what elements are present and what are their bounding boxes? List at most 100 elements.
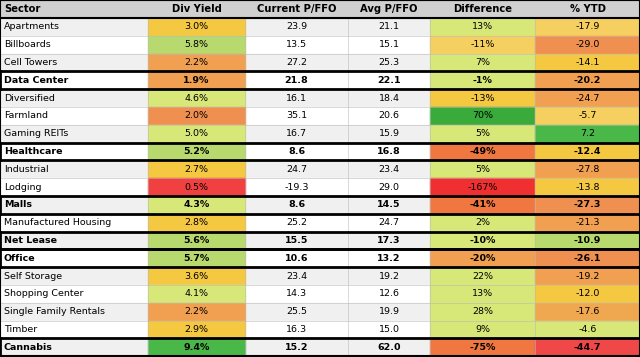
Text: 24.7: 24.7 bbox=[286, 165, 307, 174]
Bar bbox=[430, 125, 535, 142]
Text: 29.0: 29.0 bbox=[378, 182, 399, 192]
Bar bbox=[535, 214, 640, 232]
Text: Shopping Center: Shopping Center bbox=[4, 290, 83, 298]
Text: 24.7: 24.7 bbox=[378, 218, 399, 227]
Text: 5%: 5% bbox=[475, 165, 490, 174]
Text: -19.2: -19.2 bbox=[575, 272, 600, 281]
Text: 7.2: 7.2 bbox=[580, 129, 595, 138]
Text: Difference: Difference bbox=[453, 4, 512, 14]
Bar bbox=[430, 267, 535, 285]
Bar bbox=[0, 338, 640, 356]
Text: -20%: -20% bbox=[469, 254, 496, 263]
Text: 2.2%: 2.2% bbox=[184, 58, 209, 67]
Bar bbox=[0, 125, 640, 142]
Text: 2.8%: 2.8% bbox=[184, 218, 209, 227]
Text: -41%: -41% bbox=[469, 200, 496, 210]
Text: Diversified: Diversified bbox=[4, 94, 55, 102]
Text: 25.2: 25.2 bbox=[286, 218, 307, 227]
Bar bbox=[535, 285, 640, 303]
Text: 14.3: 14.3 bbox=[286, 290, 307, 298]
Text: 8.6: 8.6 bbox=[288, 200, 305, 210]
Bar bbox=[148, 285, 245, 303]
Text: Self Storage: Self Storage bbox=[4, 272, 62, 281]
Text: 5.8%: 5.8% bbox=[184, 40, 209, 49]
Bar bbox=[535, 36, 640, 54]
Text: 35.1: 35.1 bbox=[286, 111, 307, 120]
Text: Lodging: Lodging bbox=[4, 182, 42, 192]
Text: 5.7%: 5.7% bbox=[184, 254, 210, 263]
Text: -27.8: -27.8 bbox=[575, 165, 600, 174]
Text: Gaming REITs: Gaming REITs bbox=[4, 129, 68, 138]
Text: -14.1: -14.1 bbox=[575, 58, 600, 67]
Text: 9%: 9% bbox=[475, 325, 490, 334]
Text: Timber: Timber bbox=[4, 325, 37, 334]
Text: 70%: 70% bbox=[472, 111, 493, 120]
Text: 9.4%: 9.4% bbox=[183, 343, 210, 352]
Bar bbox=[430, 54, 535, 71]
Text: Healthcare: Healthcare bbox=[4, 147, 63, 156]
Bar bbox=[535, 160, 640, 178]
Text: 22.1: 22.1 bbox=[377, 76, 401, 85]
Text: Current P/FFO: Current P/FFO bbox=[257, 4, 336, 14]
Bar bbox=[0, 18, 640, 36]
Bar bbox=[535, 250, 640, 267]
Bar bbox=[535, 125, 640, 142]
Bar bbox=[0, 232, 640, 250]
Text: Office: Office bbox=[4, 254, 36, 263]
Bar bbox=[0, 107, 640, 125]
Text: 23.9: 23.9 bbox=[286, 22, 307, 31]
Text: 5%: 5% bbox=[475, 129, 490, 138]
Text: -10%: -10% bbox=[469, 236, 496, 245]
Text: -26.1: -26.1 bbox=[573, 254, 601, 263]
Text: 22%: 22% bbox=[472, 272, 493, 281]
Text: 3.0%: 3.0% bbox=[184, 22, 209, 31]
Text: 21.8: 21.8 bbox=[285, 76, 308, 85]
Text: -10.9: -10.9 bbox=[574, 236, 601, 245]
Text: 1.9%: 1.9% bbox=[183, 76, 210, 85]
Text: Sector: Sector bbox=[4, 4, 40, 14]
Text: 27.2: 27.2 bbox=[286, 58, 307, 67]
Bar bbox=[148, 142, 245, 160]
Text: Net Lease: Net Lease bbox=[4, 236, 57, 245]
Bar bbox=[148, 71, 245, 89]
Text: 13%: 13% bbox=[472, 22, 493, 31]
Text: 17.3: 17.3 bbox=[377, 236, 401, 245]
Text: 5.0%: 5.0% bbox=[184, 129, 209, 138]
Text: 4.1%: 4.1% bbox=[184, 290, 209, 298]
Bar bbox=[535, 232, 640, 250]
Text: Billboards: Billboards bbox=[4, 40, 51, 49]
Text: -5.7: -5.7 bbox=[579, 111, 596, 120]
Bar bbox=[0, 89, 640, 107]
Text: Apartments: Apartments bbox=[4, 22, 60, 31]
Text: Farmland: Farmland bbox=[4, 111, 48, 120]
Bar bbox=[535, 178, 640, 196]
Text: -167%: -167% bbox=[467, 182, 498, 192]
Bar bbox=[430, 18, 535, 36]
Text: 2.0%: 2.0% bbox=[184, 111, 209, 120]
Text: 7%: 7% bbox=[475, 58, 490, 67]
Text: -19.3: -19.3 bbox=[284, 182, 308, 192]
Bar bbox=[535, 196, 640, 214]
Text: 12.6: 12.6 bbox=[378, 290, 399, 298]
Text: -44.7: -44.7 bbox=[573, 343, 601, 352]
Text: 15.2: 15.2 bbox=[285, 343, 308, 352]
Bar bbox=[535, 54, 640, 71]
Text: Cell Towers: Cell Towers bbox=[4, 58, 57, 67]
Bar bbox=[430, 36, 535, 54]
Bar bbox=[0, 285, 640, 303]
Text: 13.2: 13.2 bbox=[377, 254, 401, 263]
Bar bbox=[430, 338, 535, 356]
Text: Industrial: Industrial bbox=[4, 165, 49, 174]
Bar bbox=[0, 214, 640, 232]
Text: 4.6%: 4.6% bbox=[184, 94, 209, 102]
Text: 20.6: 20.6 bbox=[378, 111, 399, 120]
Text: -27.3: -27.3 bbox=[574, 200, 601, 210]
Text: 5.2%: 5.2% bbox=[184, 147, 210, 156]
Bar bbox=[148, 321, 245, 338]
Bar bbox=[148, 18, 245, 36]
Text: -1%: -1% bbox=[472, 76, 492, 85]
Text: 15.1: 15.1 bbox=[378, 40, 399, 49]
Bar bbox=[535, 267, 640, 285]
Text: Div Yield: Div Yield bbox=[172, 4, 221, 14]
Text: -49%: -49% bbox=[469, 147, 496, 156]
